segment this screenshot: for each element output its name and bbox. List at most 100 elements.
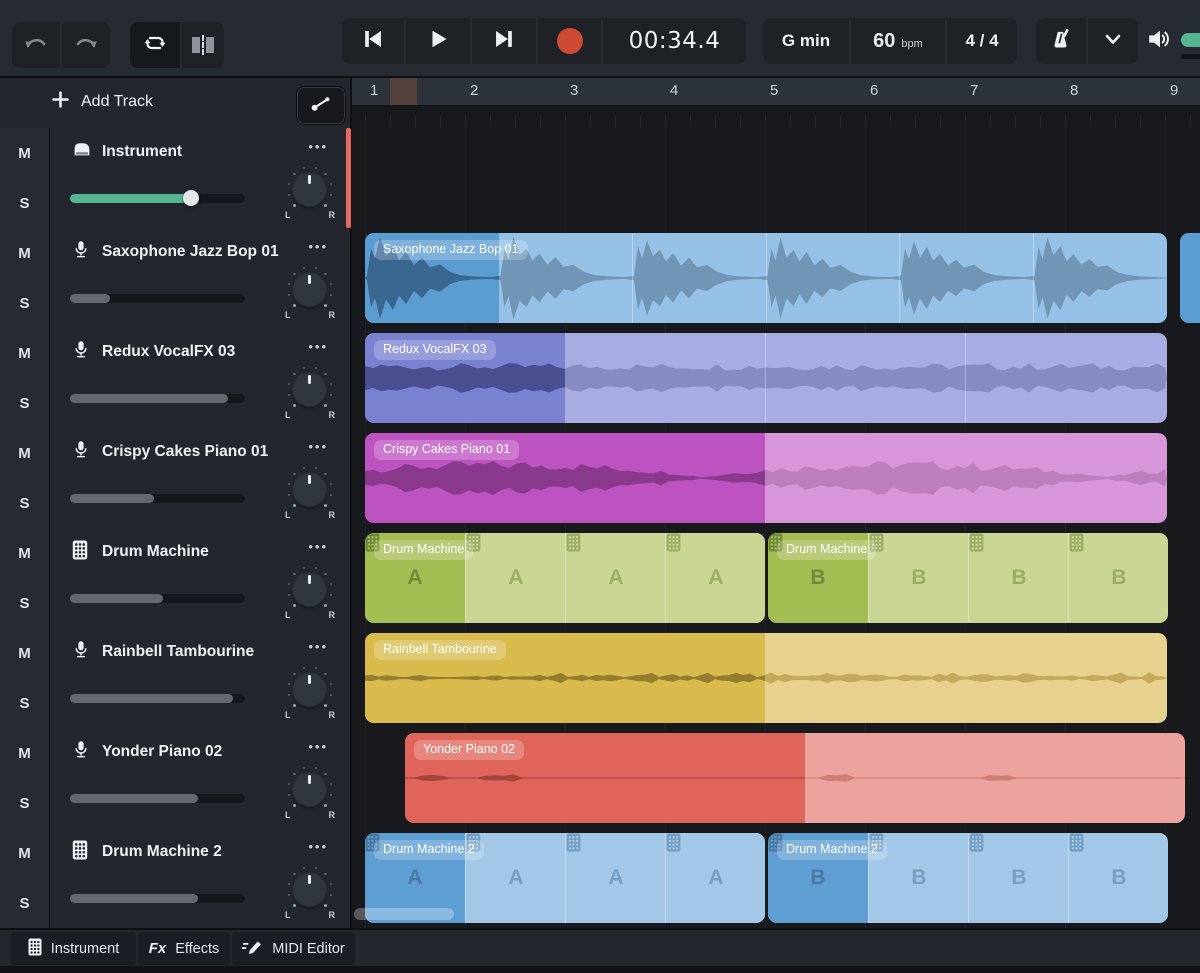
track-header[interactable]: Drum Machine 2•••LR: [50, 828, 350, 929]
timeline-ruler[interactable]: 123456789: [352, 78, 1200, 106]
record-button[interactable]: [538, 18, 601, 64]
go-to-start-button[interactable]: [342, 18, 404, 64]
volume-slider[interactable]: [70, 794, 245, 803]
track-header[interactable]: Rainbell Tambourine•••LR: [50, 628, 350, 729]
volume-slider[interactable]: [70, 294, 245, 303]
instrument-panel-button[interactable]: Instrument: [11, 932, 136, 965]
track-header[interactable]: Redux VocalFX 03•••LR: [50, 328, 350, 429]
track-header[interactable]: Drum Machine•••LR: [50, 528, 350, 629]
mute-button[interactable]: M: [0, 728, 50, 779]
track-menu-button[interactable]: •••: [308, 839, 328, 854]
time-display[interactable]: 00:34.4: [603, 18, 746, 64]
track-header[interactable]: Instrument•••LR: [50, 128, 350, 229]
master-volume-track[interactable]: [1181, 54, 1200, 59]
redo-button[interactable]: [62, 22, 110, 68]
drum-pattern-cell-a[interactable]: A: [665, 833, 765, 923]
solo-button[interactable]: S: [0, 878, 50, 929]
mute-button[interactable]: M: [0, 428, 50, 479]
clip-region[interactable]: BBBBDrum Machine 2: [768, 833, 1168, 923]
key-selector[interactable]: G min: [763, 18, 849, 64]
undo-button[interactable]: [12, 22, 60, 68]
pan-knob-body[interactable]: [293, 273, 326, 306]
drum-pattern-cell-a[interactable]: A: [565, 533, 666, 623]
track-menu-button[interactable]: •••: [308, 639, 328, 654]
horizontal-scrollbar[interactable]: [354, 908, 454, 920]
pan-knob-body[interactable]: [293, 373, 326, 406]
clip-region[interactable]: Yonder Piano 02: [405, 733, 1185, 823]
solo-button[interactable]: S: [0, 778, 50, 829]
track-menu-button[interactable]: •••: [308, 339, 328, 354]
master-volume-slider[interactable]: [1181, 33, 1200, 47]
automation-button[interactable]: [296, 86, 346, 125]
pan-knob-body[interactable]: [293, 773, 326, 806]
pan-knob-body[interactable]: [293, 673, 326, 706]
pan-knob-body[interactable]: [293, 173, 326, 206]
drum-pattern-cell-a[interactable]: A: [565, 833, 666, 923]
add-track-button[interactable]: Add Track: [52, 91, 153, 113]
clip-region[interactable]: Saxophone Jazz Bop 01: [365, 233, 1167, 323]
pan-knob[interactable]: LR: [282, 268, 338, 322]
mute-button[interactable]: M: [0, 228, 50, 279]
time-signature-selector[interactable]: 4 / 4: [947, 18, 1017, 64]
metronome-menu-button[interactable]: [1088, 18, 1138, 64]
pan-knob[interactable]: LR: [282, 468, 338, 522]
volume-slider[interactable]: [70, 194, 245, 203]
solo-button[interactable]: S: [0, 278, 50, 329]
solo-button[interactable]: S: [0, 478, 50, 529]
pan-knob[interactable]: LR: [282, 768, 338, 822]
clip-region[interactable]: AAAADrum Machine: [365, 533, 765, 623]
midi-editor-button[interactable]: MIDI Editor: [232, 932, 355, 965]
pan-knob[interactable]: LR: [282, 568, 338, 622]
pan-knob[interactable]: LR: [282, 868, 338, 922]
drum-pattern-cell-a[interactable]: A: [465, 533, 566, 623]
volume-slider[interactable]: [70, 394, 245, 403]
track-menu-button[interactable]: •••: [308, 239, 328, 254]
split-region-button[interactable]: [182, 22, 224, 68]
play-button[interactable]: [406, 18, 470, 64]
track-menu-button[interactable]: •••: [308, 539, 328, 554]
tempo-selector[interactable]: 60 bpm: [851, 18, 945, 64]
clip-region[interactable]: Crispy Cakes Piano 01: [365, 433, 1167, 523]
drum-pattern-cell-b[interactable]: B: [1068, 533, 1168, 623]
master-volume-icon[interactable]: [1146, 27, 1174, 56]
volume-slider-handle[interactable]: [183, 190, 199, 206]
drum-pattern-cell-b[interactable]: B: [1068, 833, 1168, 923]
track-header[interactable]: Crispy Cakes Piano 01•••LR: [50, 428, 350, 529]
mute-button[interactable]: M: [0, 528, 50, 579]
solo-button[interactable]: S: [0, 378, 50, 429]
drum-pattern-cell-b[interactable]: B: [968, 833, 1069, 923]
drum-pattern-cell-b[interactable]: B: [868, 533, 969, 623]
pan-knob[interactable]: LR: [282, 168, 338, 222]
clip-region[interactable]: [1180, 233, 1200, 323]
volume-slider[interactable]: [70, 594, 245, 603]
volume-slider[interactable]: [70, 494, 245, 503]
effects-panel-button[interactable]: Fx Effects: [138, 932, 230, 965]
track-menu-button[interactable]: •••: [308, 139, 328, 154]
pan-knob-body[interactable]: [293, 573, 326, 606]
pan-knob[interactable]: LR: [282, 668, 338, 722]
clip-region[interactable]: Redux VocalFX 03: [365, 333, 1167, 423]
pan-knob-body[interactable]: [293, 873, 326, 906]
solo-button[interactable]: S: [0, 178, 50, 229]
go-to-end-button[interactable]: [472, 18, 536, 64]
loop-button[interactable]: [130, 22, 180, 68]
mute-button[interactable]: M: [0, 328, 50, 379]
drum-pattern-cell-a[interactable]: A: [665, 533, 765, 623]
volume-slider[interactable]: [70, 894, 245, 903]
pan-knob[interactable]: LR: [282, 368, 338, 422]
mute-button[interactable]: M: [0, 828, 50, 879]
track-header[interactable]: Yonder Piano 02•••LR: [50, 728, 350, 829]
pan-knob-body[interactable]: [293, 473, 326, 506]
clip-region[interactable]: BBBBDrum Machine: [768, 533, 1168, 623]
track-header[interactable]: Saxophone Jazz Bop 01•••LR: [50, 228, 350, 329]
track-menu-button[interactable]: •••: [308, 739, 328, 754]
track-menu-button[interactable]: •••: [308, 439, 328, 454]
volume-slider[interactable]: [70, 694, 245, 703]
drum-pattern-cell-b[interactable]: B: [968, 533, 1069, 623]
mute-button[interactable]: M: [0, 628, 50, 679]
metronome-button[interactable]: [1036, 18, 1086, 64]
solo-button[interactable]: S: [0, 678, 50, 729]
clip-region[interactable]: Rainbell Tambourine: [365, 633, 1167, 723]
mute-button[interactable]: M: [0, 128, 50, 179]
solo-button[interactable]: S: [0, 578, 50, 629]
